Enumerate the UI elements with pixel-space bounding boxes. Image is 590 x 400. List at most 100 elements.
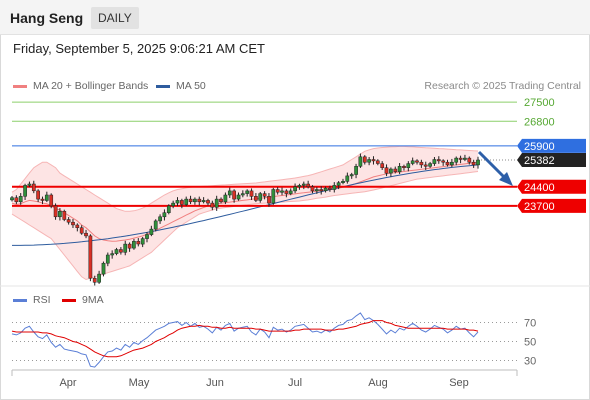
- candle-body: [40, 198, 45, 201]
- candle-body: [105, 254, 110, 264]
- candle-body: [201, 200, 206, 203]
- candle-body: [31, 183, 36, 192]
- rsi-swatch: [13, 298, 27, 302]
- candle-body: [428, 163, 432, 167]
- level-tag-23700: [517, 198, 586, 213]
- candle-body: [419, 161, 424, 166]
- candle-body: [441, 160, 446, 163]
- candle-body: [149, 228, 154, 235]
- candle-body: [84, 232, 88, 237]
- rsi-level-label: 30: [524, 356, 536, 368]
- candle-body: [402, 166, 406, 168]
- level-label-25900: 25900: [524, 141, 555, 153]
- symbol-title: Hang Seng: [10, 10, 84, 26]
- candle-body: [214, 198, 219, 208]
- candle-body: [254, 196, 258, 201]
- candle-body: [62, 211, 67, 220]
- candle-body: [18, 196, 23, 203]
- candle-body: [97, 273, 101, 283]
- candle-body: [132, 241, 136, 249]
- datetime-label: Friday, September 5, 2025 9:06:21 AM CET: [13, 41, 265, 56]
- candle-body: [328, 187, 332, 190]
- candle-body: [275, 189, 280, 193]
- candle-body: [119, 249, 123, 253]
- candle-body: [184, 198, 189, 205]
- candle-body: [219, 198, 223, 203]
- candle-body: [267, 196, 271, 204]
- level-label-24400: 24400: [524, 182, 555, 194]
- candle-body: [315, 189, 319, 192]
- candle-body: [240, 193, 245, 196]
- candle-body: [415, 160, 419, 163]
- ma50-swatch: [156, 84, 170, 88]
- level-tag-24400: [517, 179, 586, 194]
- candle-body: [153, 220, 158, 230]
- period-button[interactable]: DAILY: [91, 7, 139, 29]
- candle-body: [158, 216, 162, 222]
- candle-body: [140, 238, 145, 245]
- candle-body: [236, 194, 241, 200]
- candle-body: [66, 219, 71, 223]
- level-tag-25900: [517, 138, 586, 153]
- candle-body: [341, 181, 345, 183]
- candle-body: [49, 194, 54, 207]
- level-label-26800: 26800: [524, 116, 555, 128]
- candle-body: [323, 187, 328, 192]
- ma9-swatch: [62, 298, 76, 302]
- rsi-ma9-line: [11, 320, 479, 358]
- bollinger-upper-line: [11, 145, 479, 212]
- candle-body: [75, 224, 80, 228]
- candle-body: [423, 164, 428, 167]
- bollinger-swatch: [13, 84, 27, 88]
- candle-body: [288, 190, 293, 194]
- candle-body: [358, 156, 363, 167]
- candle-body: [53, 205, 58, 218]
- candle-body: [262, 193, 267, 197]
- candle-body: [166, 205, 171, 213]
- candle-body: [293, 186, 297, 192]
- candle-body: [188, 198, 193, 203]
- level-label-27500: 27500: [524, 97, 555, 109]
- candle-body: [10, 197, 14, 201]
- ma9-label: 9MA: [82, 294, 104, 306]
- candle-body: [432, 159, 437, 164]
- candle-body: [110, 253, 115, 256]
- candle-body: [306, 183, 310, 187]
- rsi-level-label: 50: [524, 337, 536, 349]
- candle-body: [332, 185, 337, 190]
- candle-body: [136, 241, 141, 245]
- candle-body: [284, 190, 289, 194]
- rsi-line: [11, 312, 479, 368]
- candle-body: [171, 202, 175, 207]
- x-axis-month-label: Jun: [206, 377, 224, 389]
- candle-body: [101, 262, 106, 275]
- candle-body: [197, 198, 202, 203]
- candle-body: [389, 168, 393, 174]
- candle-body: [362, 156, 367, 163]
- candle-body: [319, 189, 324, 192]
- candle-body: [232, 190, 236, 200]
- candle-body: [88, 235, 93, 279]
- candle-body: [223, 194, 228, 203]
- candle-body: [463, 157, 467, 160]
- candle-body: [206, 200, 210, 204]
- candle-body: [123, 243, 128, 253]
- legend-bollinger: MA 20 + Bollinger Bands: [13, 80, 148, 92]
- candle-body: [27, 183, 32, 186]
- candle-body: [79, 227, 84, 234]
- rsi-label: RSI: [33, 294, 51, 306]
- candle-body: [310, 186, 315, 192]
- candle-body: [345, 175, 350, 182]
- rsi-level-label: 70: [524, 318, 536, 330]
- candle-body: [436, 159, 441, 162]
- forecast-arrow-head: [499, 172, 513, 186]
- candle-body: [371, 159, 376, 162]
- bollinger-label: MA 20 + Bollinger Bands: [33, 80, 149, 92]
- candle-body: [410, 160, 415, 164]
- level-label-25382: 25382: [524, 155, 555, 167]
- candle-body: [71, 221, 75, 226]
- candle-body: [375, 160, 380, 164]
- level-label-23700: 23700: [524, 201, 555, 213]
- forecast-arrow-shaft: [477, 150, 507, 180]
